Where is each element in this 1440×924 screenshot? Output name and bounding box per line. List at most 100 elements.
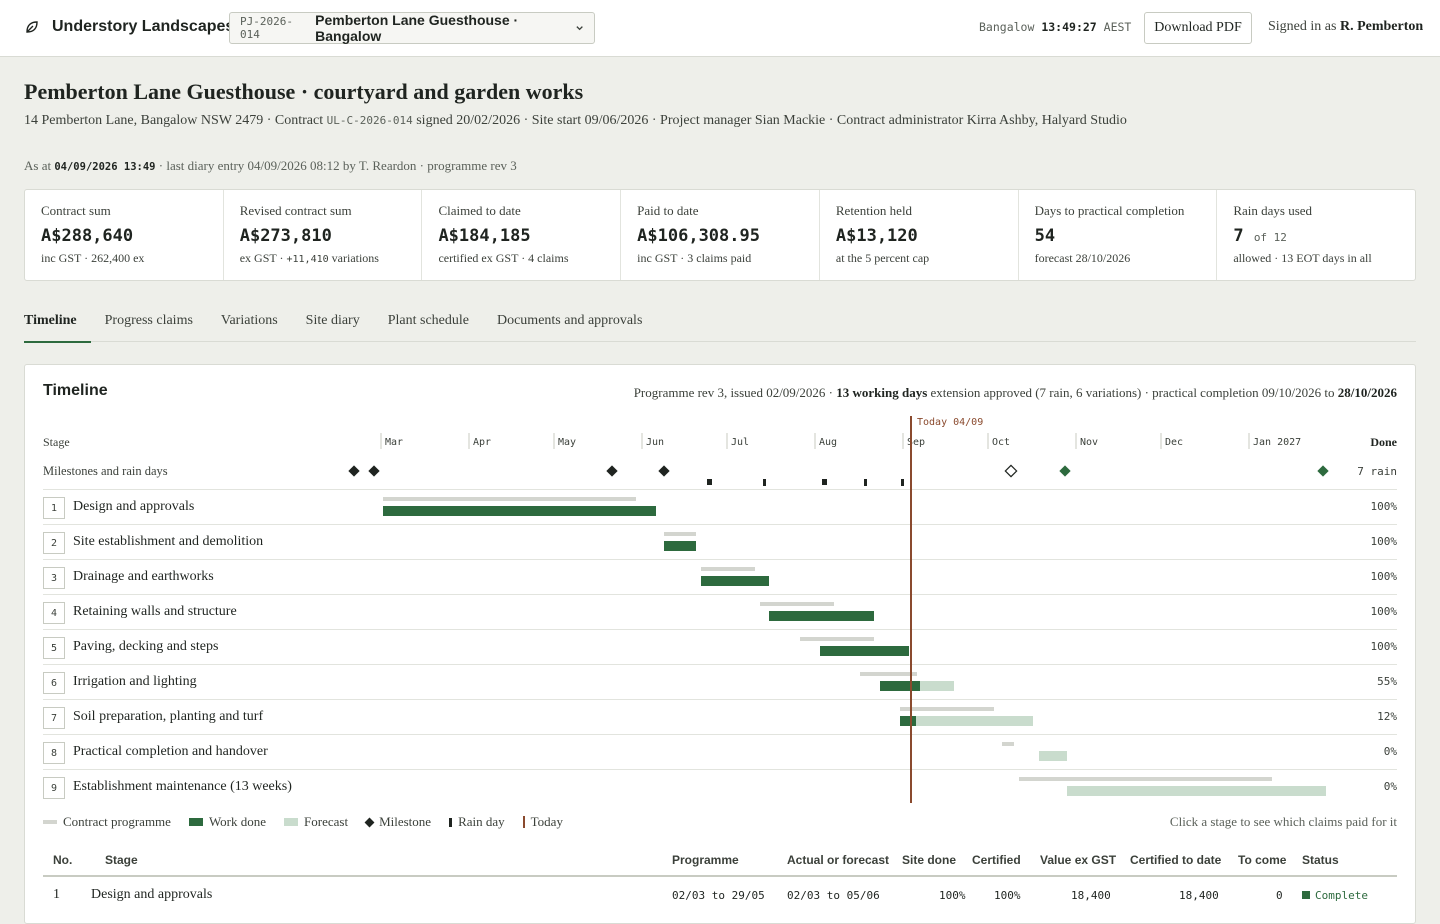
brand[interactable]: Understory Landscapes — [24, 18, 234, 36]
programme-bar — [760, 602, 834, 606]
stage-done: 100% — [1370, 570, 1398, 583]
work-done-bar — [820, 646, 909, 656]
rain-count: 7 rain — [1357, 465, 1397, 478]
project-selector[interactable]: PJ-2026-014 Pemberton Lane Guesthouse · … — [229, 12, 595, 44]
stage-click-hint: Click a stage to see which claims paid f… — [1169, 814, 1397, 829]
kpi-revised-sum: Revised contract sum A$273,810 ex GST · … — [224, 190, 423, 280]
stage-row[interactable]: 6 Irrigation and lighting 55% — [43, 664, 1397, 699]
col-site-done[interactable]: Site done — [902, 853, 957, 867]
stage-row[interactable]: 9 Establishment maintenance (13 weeks) 0% — [43, 769, 1397, 804]
stage-number: 2 — [43, 532, 65, 554]
chevron-down-icon — [576, 26, 583, 31]
month-label: May — [558, 437, 576, 448]
stage-row[interactable]: 1 Design and approvals 100% — [43, 489, 1397, 524]
legend-rain-day: Rain day — [449, 814, 505, 830]
kpi-note-variations: +11,410 — [286, 254, 329, 265]
subline-details: signed 20/02/2026 · Site start 09/06/202… — [416, 113, 1127, 128]
work-done-bar — [383, 506, 656, 516]
site-clock: Bangalow 13:49:27 AEST — [979, 20, 1131, 34]
month-label: Aug — [819, 437, 837, 448]
tab-bar: Timeline Progress claims Variations Site… — [24, 305, 1416, 343]
month-label: Apr — [473, 437, 491, 448]
kpi-rain-days: Rain days used 7 of 12 allowed · 13 EOT … — [1217, 190, 1415, 280]
stage-row[interactable]: 7 Soil preparation, planting and turf 12% — [43, 699, 1397, 734]
programme-swatch — [43, 820, 57, 824]
kpi-note: at the 5 percent cap — [835, 251, 930, 265]
stage-done: 100% — [1370, 640, 1398, 653]
tab-progress-claims[interactable]: Progress claims — [104, 313, 193, 328]
leaf-icon — [26, 21, 38, 33]
col-actual[interactable]: Actual or forecast — [787, 853, 890, 867]
legend-today: Today — [522, 814, 563, 830]
stage-row[interactable]: 2 Site establishment and demolition 100% — [43, 524, 1397, 559]
stage-row[interactable]: 5 Paving, decking and steps 100% — [43, 629, 1397, 664]
programme-bar — [664, 532, 696, 536]
tab-documents[interactable]: Documents and approvals — [496, 313, 643, 328]
kpi-note-pre: ex GST · — [239, 251, 284, 265]
kpi-retention: Retention held A$13,120 at the 5 percent… — [820, 190, 1019, 280]
stage-number: 9 — [43, 777, 65, 799]
stage-done: 100% — [1370, 500, 1398, 513]
cell-actual: 02/03 to 05/06 — [787, 889, 880, 902]
page-title: Pemberton Lane Guesthouse · courtyard an… — [24, 79, 584, 104]
brand-name: Understory Landscapes — [52, 18, 235, 35]
programme-bar — [800, 637, 874, 641]
work-done-bar — [900, 716, 916, 726]
stage-row[interactable]: 4 Retaining walls and structure 100% — [43, 594, 1397, 629]
rain-day-icon — [449, 817, 453, 827]
programme-bar — [900, 707, 994, 711]
milestones-label: Milestones and rain days — [43, 464, 168, 478]
legend-milestone: Milestone — [364, 814, 431, 830]
col-to-come[interactable]: To come — [1238, 853, 1287, 867]
col-programme[interactable]: Programme — [672, 853, 739, 867]
stage-row[interactable]: 3 Drainage and earthworks 100% — [43, 559, 1397, 594]
milestone-marker — [606, 465, 618, 477]
col-value[interactable]: Value ex GST — [1040, 853, 1117, 867]
tab-site-diary[interactable]: Site diary — [305, 313, 360, 328]
cell-certified: 100% — [994, 889, 1021, 902]
kpi-rain-allowed: of 12 — [1253, 231, 1287, 244]
forecast-bar — [900, 716, 1033, 726]
meta-mid: extension approved (7 rain, 6 variations… — [930, 385, 1335, 400]
stage-row[interactable]: 8 Practical completion and handover 0% — [43, 734, 1397, 769]
col-certified[interactable]: Certified — [972, 853, 1021, 867]
kpi-claimed: Claimed to date A$184,185 certified ex G… — [422, 190, 622, 280]
milestone-marker-forecast — [1059, 465, 1071, 477]
programme-meta: Programme rev 3, issued 02/09/2026 · 13 … — [634, 385, 1397, 401]
month-label: Oct — [992, 437, 1010, 448]
today-marker: Today 04/09 — [910, 416, 983, 803]
table-row[interactable]: 1 Design and approvals 02/03 to 29/05 02… — [43, 879, 1397, 909]
forecast-bar — [1067, 786, 1326, 796]
status-label: Complete — [1315, 889, 1368, 902]
month-label: Nov — [1080, 437, 1098, 448]
col-status[interactable]: Status — [1302, 853, 1339, 867]
download-pdf-button[interactable]: Download PDF — [1144, 12, 1252, 44]
cell-status: Complete — [1302, 889, 1368, 902]
timeline-title: Timeline — [43, 382, 108, 399]
kpi-note: inc GST · 262,400 ex — [41, 251, 145, 265]
kpi-note-rest: variations — [331, 251, 379, 265]
programme-bar — [701, 567, 755, 571]
asat-prefix: As at — [24, 158, 52, 173]
stage-done: 12% — [1377, 710, 1397, 723]
kpi-value: A$273,810 — [239, 226, 332, 246]
month-label: Jun — [646, 437, 664, 448]
tab-variations[interactable]: Variations — [220, 313, 278, 328]
kpi-value: A$13,120 — [835, 226, 918, 246]
stage-done: 100% — [1370, 605, 1398, 618]
status-complete-icon — [1302, 891, 1310, 899]
tab-plant-schedule[interactable]: Plant schedule — [387, 313, 469, 328]
col-stage[interactable]: Stage — [105, 853, 138, 867]
programme-bar — [860, 672, 917, 676]
stage-done: 0% — [1383, 745, 1397, 758]
stages-table-header: No. Stage Programme Actual or forecast S… — [43, 845, 1397, 877]
col-certified-to-date[interactable]: Certified to date — [1130, 853, 1222, 867]
legend-programme: Contract programme — [43, 814, 171, 830]
programme-bar — [1002, 742, 1014, 746]
tab-timeline[interactable]: Timeline — [24, 305, 91, 343]
signed-in-user[interactable]: Signed in as R. Pemberton — [1268, 19, 1423, 35]
month-label: Sep — [907, 437, 925, 448]
col-no[interactable]: No. — [53, 853, 73, 867]
asat-rest: · last diary entry 04/09/2026 08:12 by T… — [158, 158, 517, 173]
today-icon — [522, 816, 525, 828]
